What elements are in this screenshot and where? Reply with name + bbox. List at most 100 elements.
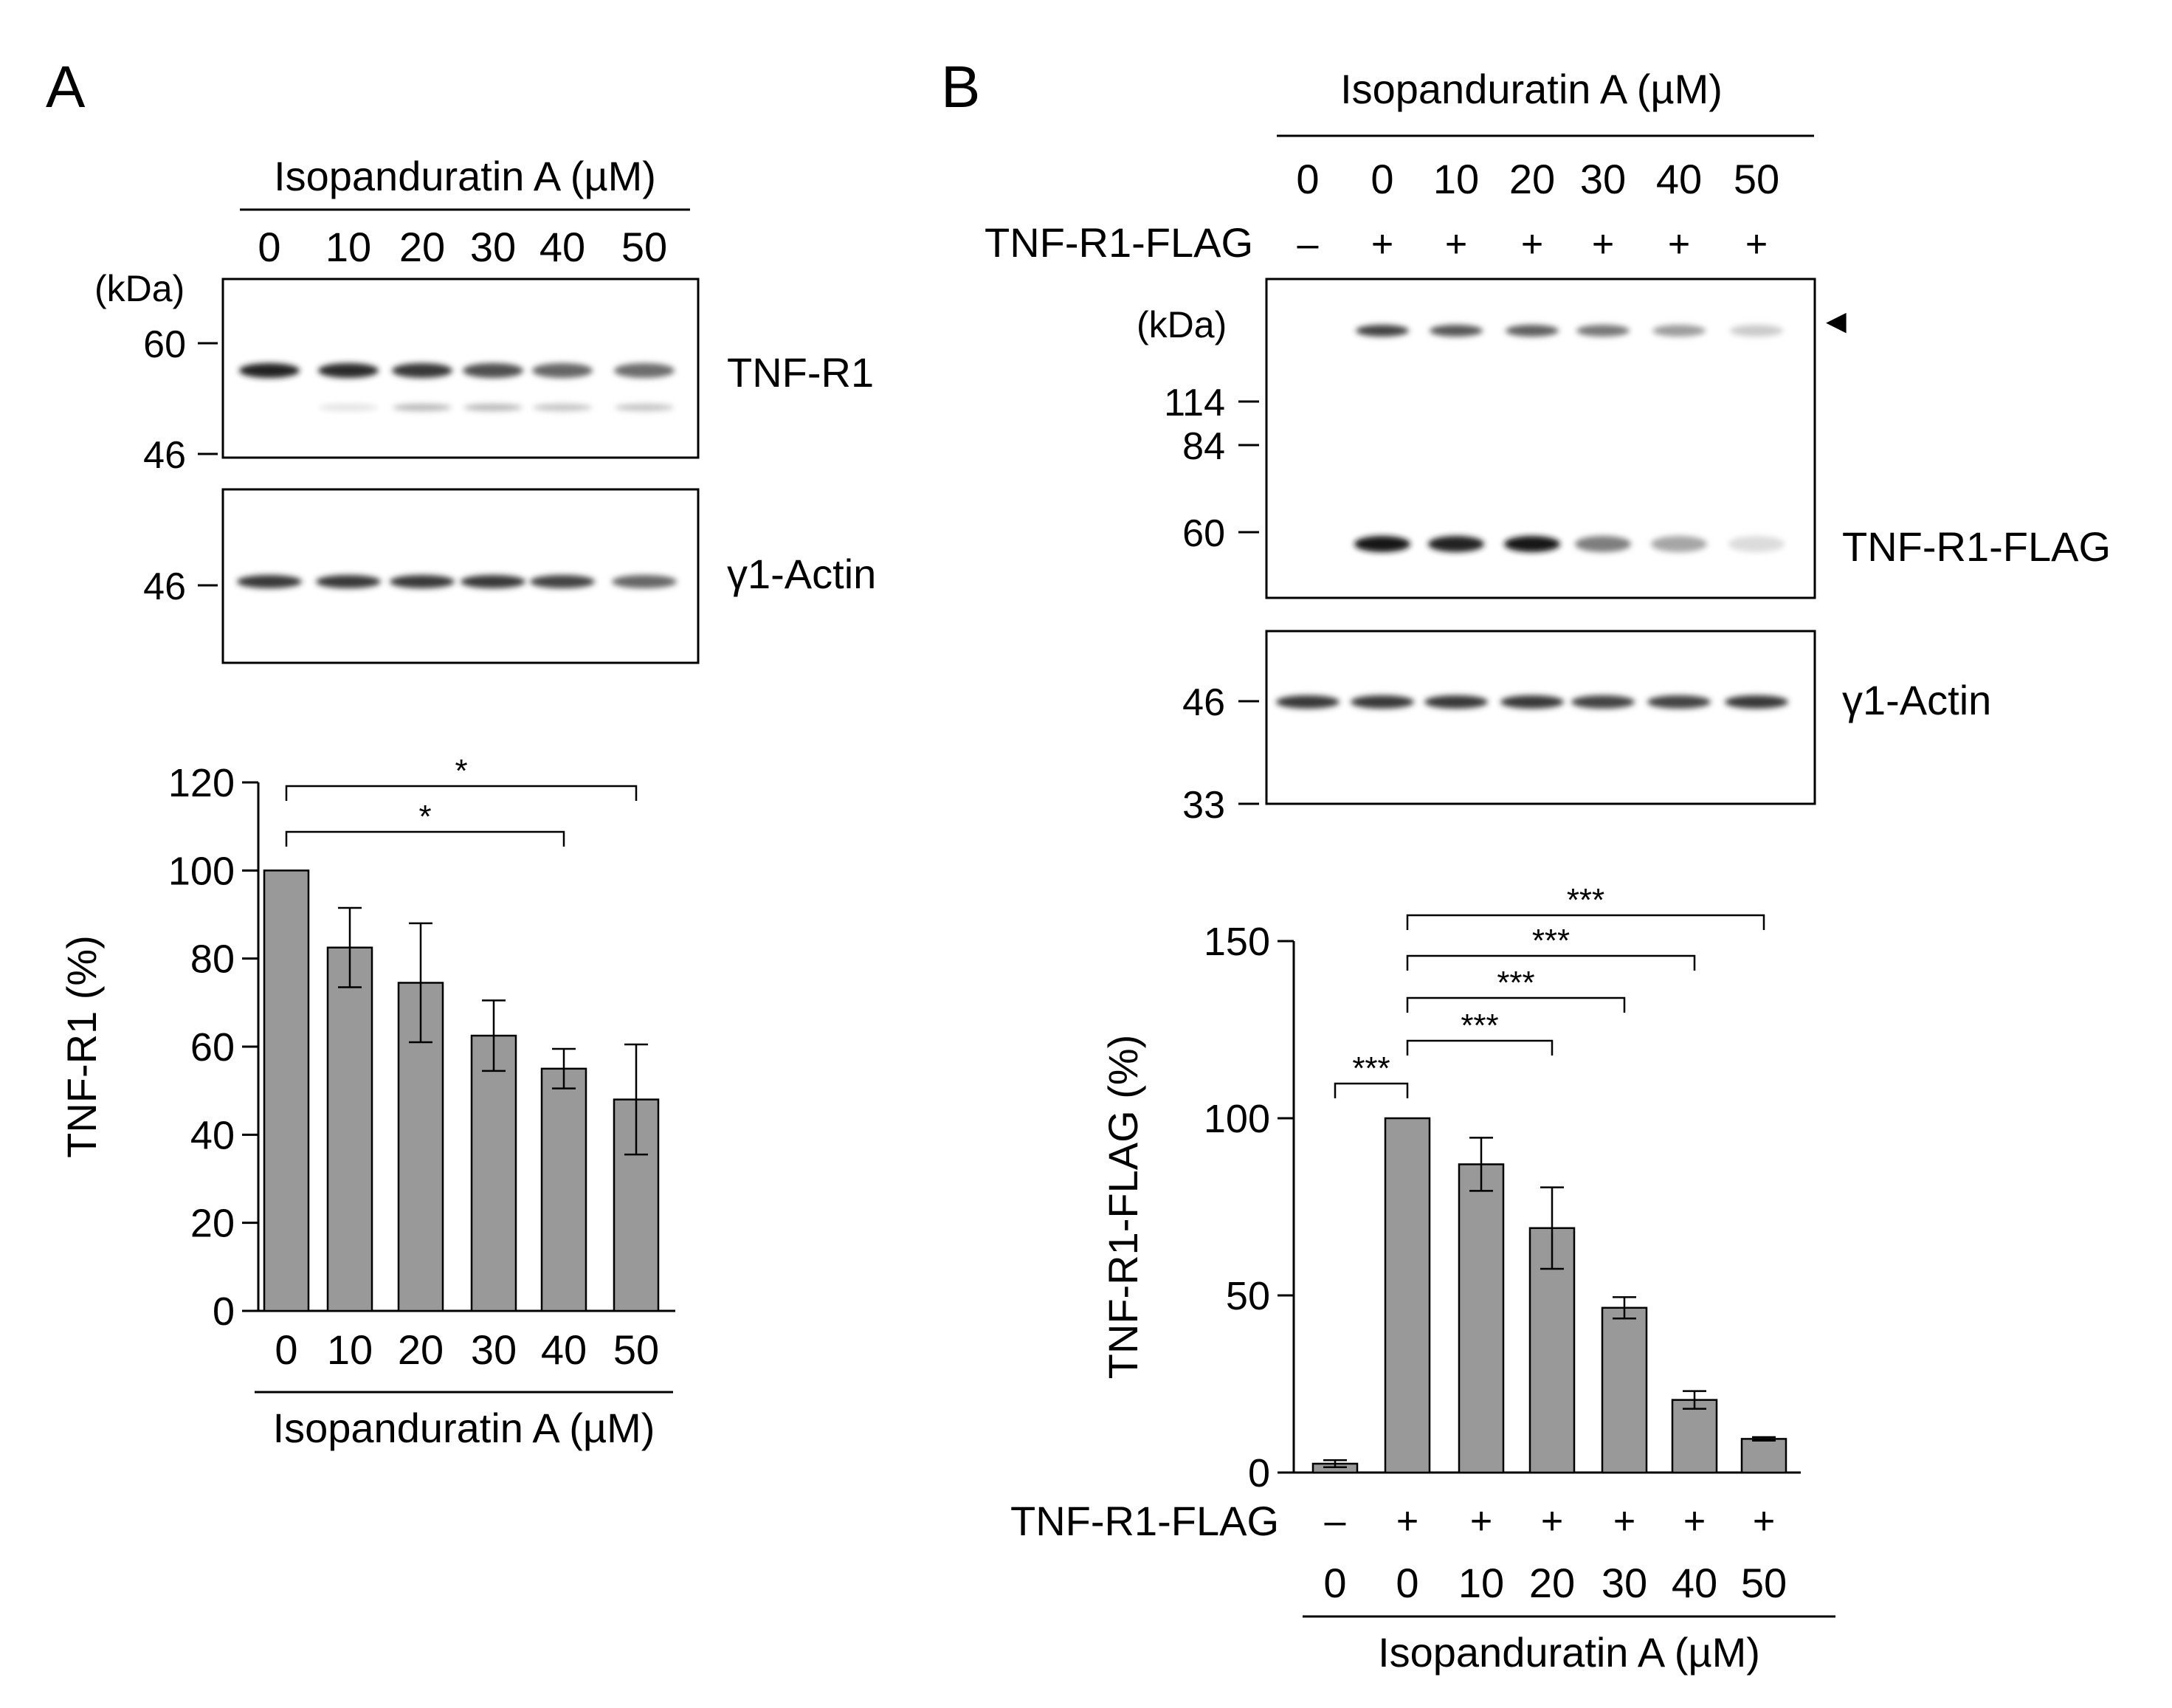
panel-b-tnfr1-flag-band	[1354, 536, 1410, 552]
panel-b-actin-band	[1424, 695, 1488, 709]
x-tick-label: 20	[1529, 1560, 1575, 1606]
panel-b-actin-band	[1500, 695, 1564, 709]
panel-b-tnfr1-flag-band	[1504, 536, 1560, 552]
x-tick-label: 40	[1672, 1560, 1717, 1606]
significance-bracket	[1406, 996, 1626, 1013]
y-tick-label: 40	[190, 1113, 235, 1157]
panel-b-marker-114: 114	[1164, 382, 1225, 424]
panel-b-upper-band	[1506, 325, 1559, 337]
x-tick-label: 50	[613, 1326, 659, 1373]
y-tick-label: 120	[168, 761, 235, 805]
panel-b-actin-band	[1276, 695, 1340, 709]
x-flag-sign: +	[1613, 1500, 1635, 1543]
y-tick-label: 50	[1226, 1274, 1270, 1318]
panel-b-lane-label: 10	[1433, 156, 1479, 202]
significance-bracket	[1406, 954, 1696, 971]
x-flag-row-label: TNF-R1-FLAG	[1010, 1498, 1279, 1544]
panel-b-upper-band	[1730, 325, 1783, 337]
panel-a-tnfr1-band	[532, 363, 593, 378]
y-tick-label: 0	[213, 1289, 235, 1334]
panel-b-blot-header: Isopanduratin A (µM)	[1340, 66, 1723, 112]
x-tick-label: 10	[327, 1326, 373, 1373]
panel-b-lane-labels: 0 0 10 20 30 40 50	[1296, 156, 1779, 202]
bar	[470, 1034, 517, 1312]
panel-a-letter: A	[46, 54, 86, 120]
bar	[1740, 1438, 1787, 1474]
x-flag-sign: +	[1396, 1500, 1418, 1543]
panel-b-kda-label: (kDa)	[1137, 304, 1227, 345]
panel-b-flag-sign: +	[1668, 223, 1690, 266]
panel-a-actin-band	[237, 575, 302, 588]
panel-b-lane-label: 0	[1371, 156, 1393, 202]
bar	[263, 870, 310, 1312]
panel-b-actin-band	[1351, 695, 1414, 709]
panel-a-blot-header: Isopanduratin A (µM)	[274, 153, 656, 199]
significance-label: ***	[1461, 1008, 1498, 1044]
x-tick-label: 20	[398, 1326, 444, 1373]
panel-b-upper-band	[1430, 325, 1483, 337]
significance-bracket	[1406, 914, 1765, 930]
panel-a-actin-marker: 46	[143, 565, 186, 608]
panel-a-lane-label: 50	[621, 224, 667, 270]
x-axis-label: Isopanduratin A (µM)	[273, 1405, 655, 1451]
panel-a-actin-band	[530, 575, 595, 588]
panel-b-actin-band	[1571, 695, 1635, 709]
y-tick-label: 60	[190, 1025, 235, 1070]
significance-label: ***	[1532, 923, 1570, 959]
panel-b-marker-60: 60	[1182, 512, 1225, 555]
panel-a-marker-60: 60	[143, 323, 186, 366]
panel-a-actin-band	[461, 575, 525, 588]
significance-bracket	[1406, 1039, 1554, 1056]
panel-a-marker-46: 46	[143, 434, 186, 477]
x-flag-sign: +	[1753, 1500, 1775, 1543]
panel-b-flag-sign: –	[1297, 223, 1319, 266]
bar	[1601, 1306, 1648, 1474]
significance-label: ***	[1352, 1050, 1390, 1087]
significance-label: *	[418, 799, 431, 835]
significance-label: ***	[1497, 965, 1534, 1001]
y-tick-label: 80	[190, 937, 235, 982]
panel-b-flag-sign: +	[1371, 223, 1393, 266]
bar	[1384, 1117, 1431, 1474]
panel-b-tnfr1-flag-band	[1575, 536, 1631, 552]
x-tick-label: 50	[1741, 1560, 1787, 1606]
panel-b-lane-label: 20	[1509, 156, 1555, 202]
panel-b-flag-sign: +	[1445, 223, 1467, 266]
x-flag-sign: +	[1541, 1500, 1563, 1543]
x-flag-sign: +	[1683, 1500, 1706, 1543]
panel-a-lane-label: 20	[399, 224, 445, 270]
panel-b-flag-signs: – + + + + + +	[1297, 223, 1768, 266]
panel-a-actin-blot	[221, 488, 700, 664]
y-tick-label: 100	[1204, 1097, 1270, 1141]
panel-a-tnfr1-band	[239, 363, 300, 378]
panel-b-tnfr1-flag-bands	[1354, 325, 1785, 552]
bar	[540, 1067, 587, 1312]
panel-a-tnfr1-band	[463, 363, 523, 378]
panel-b-flag-sign: +	[1592, 223, 1614, 266]
x-tick-label: 40	[541, 1326, 587, 1373]
y-axis-label: TNF-R1-FLAG (%)	[1100, 1035, 1146, 1380]
x-tick-label: 0	[275, 1326, 297, 1373]
panel-b-actin-marker-46: 46	[1182, 681, 1225, 724]
panel-b-actin-band	[1725, 695, 1788, 709]
significance-label: ***	[1567, 882, 1604, 918]
panel-b-actin-bands	[1276, 695, 1788, 709]
bar	[326, 946, 373, 1312]
panel-b-upper-band	[1356, 325, 1409, 337]
y-tick-label: 150	[1204, 920, 1270, 964]
panel-a-tnfr1-label: TNF-R1	[727, 349, 874, 396]
panel-a-lane-label: 0	[258, 224, 280, 270]
panel-a-actin-band	[316, 575, 381, 588]
panel-b-actin-band	[1647, 695, 1711, 709]
panel-b-tnfr1-flag-band	[1428, 536, 1484, 552]
panel-a-actin-label: γ1-Actin	[727, 551, 876, 597]
panel-a-actin-bands	[237, 575, 677, 588]
x-axis-label: Isopanduratin A (µM)	[1378, 1629, 1760, 1676]
panel-a-kda-label: (kDa)	[94, 268, 185, 309]
significance-bracket	[1334, 1082, 1409, 1098]
x-flag-sign: –	[1325, 1500, 1346, 1543]
panel-b-lane-label: 0	[1296, 156, 1319, 202]
panel-b-marker-84: 84	[1182, 425, 1225, 468]
panel-b-lane-label: 30	[1580, 156, 1626, 202]
